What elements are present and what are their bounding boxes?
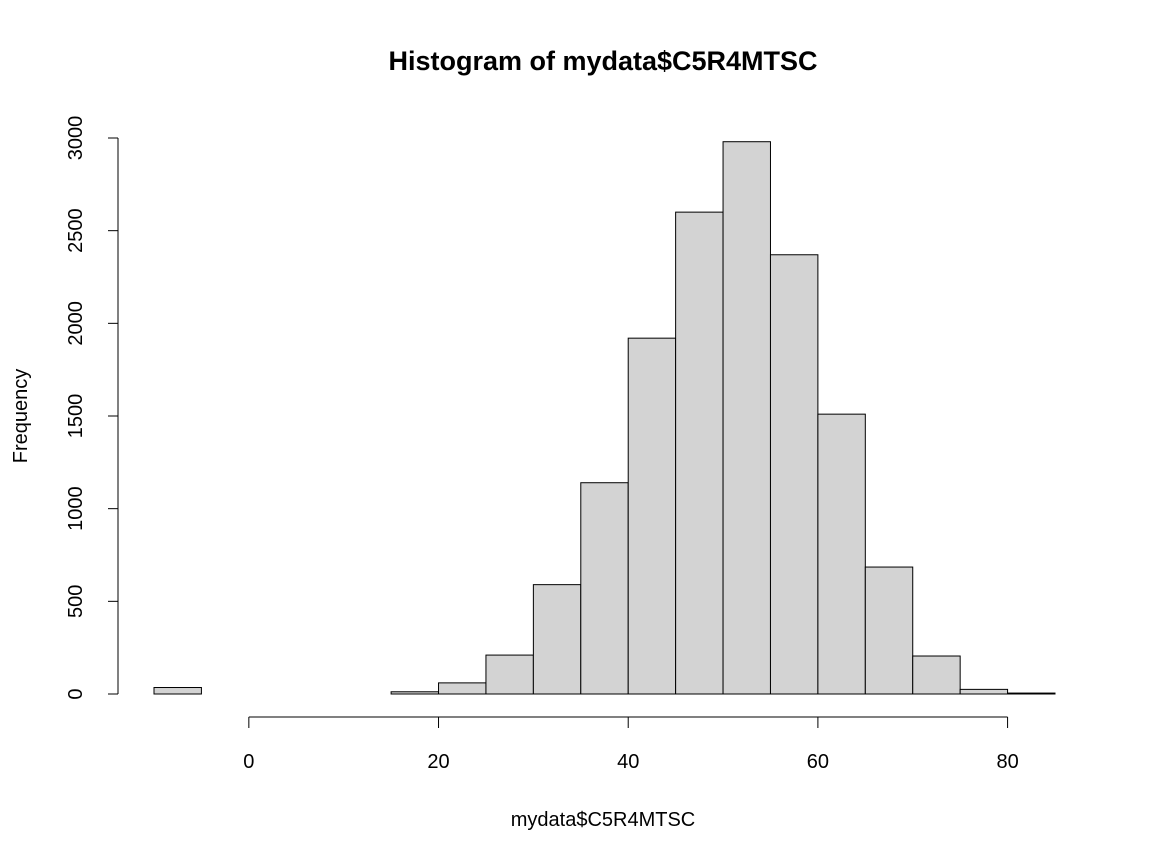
bars-group bbox=[153, 141, 1056, 695]
histogram-bar bbox=[722, 141, 771, 695]
chart-title: Histogram of mydata$C5R4MTSC bbox=[388, 46, 817, 76]
y-axis: 0 500 1000 1500 2000 2500 3000 bbox=[65, 116, 119, 700]
histogram-bar bbox=[438, 682, 487, 695]
y-tick-label: 500 bbox=[65, 585, 87, 618]
x-tick-label: 80 bbox=[996, 751, 1018, 773]
histogram-bar bbox=[153, 687, 202, 695]
y-tick-label: 2500 bbox=[65, 208, 87, 253]
y-tick-label: 0 bbox=[65, 688, 87, 699]
x-tick-label: 0 bbox=[243, 751, 254, 773]
y-tick-label: 2000 bbox=[65, 301, 87, 346]
y-tick-label: 3000 bbox=[65, 116, 87, 161]
y-axis-label: Frequency bbox=[10, 369, 32, 464]
histogram-bar bbox=[580, 482, 629, 695]
histogram-bar bbox=[959, 688, 1009, 695]
histogram-bar bbox=[1007, 692, 1056, 695]
histogram-bar bbox=[485, 654, 534, 695]
x-axis-label: mydata$C5R4MTSC bbox=[511, 809, 696, 831]
histogram-bar bbox=[912, 655, 961, 695]
x-tick-label: 20 bbox=[427, 751, 449, 773]
y-tick-label: 1500 bbox=[65, 394, 87, 439]
x-tick-label: 60 bbox=[807, 751, 829, 773]
x-axis: 0 20 40 60 80 bbox=[243, 716, 1019, 773]
histogram-bar bbox=[864, 566, 914, 695]
histogram-bar bbox=[532, 584, 582, 695]
histogram-bar bbox=[769, 254, 819, 695]
x-tick-label: 40 bbox=[617, 751, 639, 773]
histogram-bar bbox=[817, 413, 866, 695]
histogram-bar bbox=[627, 337, 677, 695]
histogram-bar bbox=[390, 691, 440, 695]
y-tick-label: 1000 bbox=[65, 486, 87, 531]
histogram-bar bbox=[675, 211, 724, 695]
